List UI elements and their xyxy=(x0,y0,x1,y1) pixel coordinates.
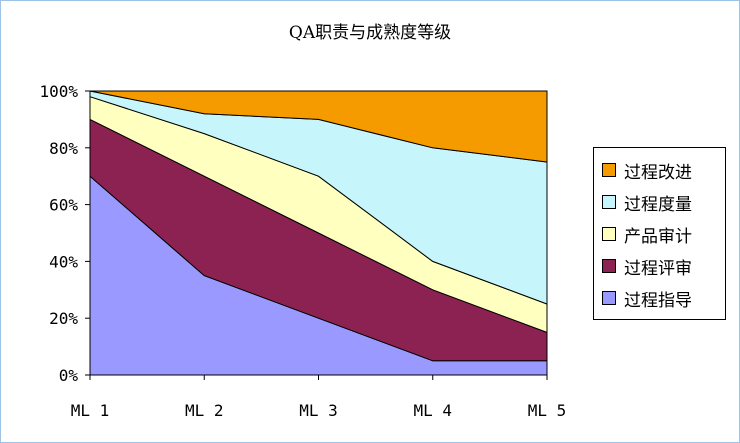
legend: 过程改进过程度量产品审计过程评审过程指导 xyxy=(593,147,726,320)
y-tick-label: 100% xyxy=(39,82,78,101)
y-tick-label: 60% xyxy=(49,196,78,215)
legend-item: 过程评审 xyxy=(602,250,725,282)
legend-item: 产品审计 xyxy=(602,218,725,250)
x-tick-label: ML 2 xyxy=(185,401,224,420)
legend-label: 过程度量 xyxy=(624,194,692,215)
chart-title: QA职责与成熟度等级 xyxy=(288,23,452,43)
y-tick-label: 80% xyxy=(49,139,78,158)
legend-swatch xyxy=(602,195,616,209)
area-series-5 xyxy=(89,90,548,163)
legend-item: 过程度量 xyxy=(602,186,725,218)
y-tick-label: 0% xyxy=(59,366,79,385)
y-tick-label: 20% xyxy=(49,309,78,328)
legend-label: 过程改进 xyxy=(624,162,692,183)
legend-swatch xyxy=(602,227,616,241)
legend-label: 过程指导 xyxy=(624,290,692,311)
legend-swatch xyxy=(602,163,616,177)
x-tick-label: ML 4 xyxy=(413,401,452,420)
x-tick-label: ML 5 xyxy=(528,401,567,420)
y-tick-label: 40% xyxy=(49,252,78,271)
legend-label: 产品审计 xyxy=(624,226,692,247)
legend-label: 过程评审 xyxy=(624,258,692,279)
legend-swatch xyxy=(602,291,616,305)
x-tick-label: ML 3 xyxy=(299,401,338,420)
legend-item: 过程指导 xyxy=(602,282,725,314)
legend-swatch xyxy=(602,259,616,273)
x-tick-label: ML 1 xyxy=(71,401,110,420)
legend-item: 过程改进 xyxy=(602,154,725,186)
